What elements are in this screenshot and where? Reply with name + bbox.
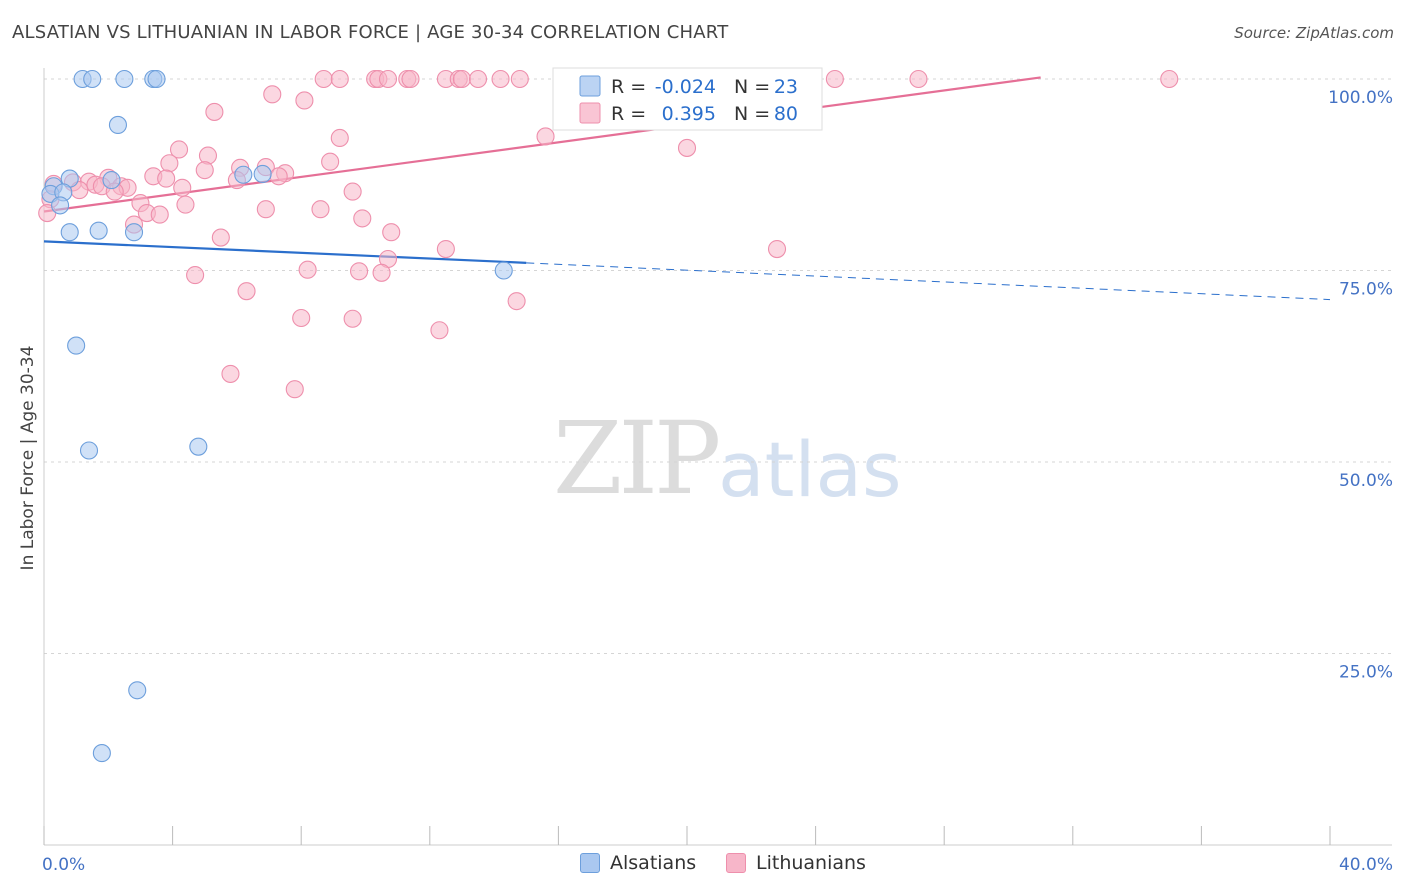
lithuanian-point-28 xyxy=(536,127,555,146)
alsatian-point-15 xyxy=(89,221,108,240)
legend-n-label-lithuanians: N = xyxy=(734,103,770,125)
bottom-legend-label-alsatians: Alsatians xyxy=(610,852,697,874)
lithuanian-point-23 xyxy=(1160,69,1179,89)
alsatian-point-22 xyxy=(92,744,111,763)
lithuanian-point-30 xyxy=(169,140,189,159)
lithuanian-point-24 xyxy=(263,85,282,104)
lithuanian-point-6 xyxy=(401,69,420,89)
lithuanian-point-69 xyxy=(298,260,317,279)
lithuanian-point-41 xyxy=(269,167,288,186)
lithuanian-point-25 xyxy=(295,91,314,110)
alsatian-point-20 xyxy=(189,437,208,456)
lithuanian-point-75 xyxy=(292,308,311,328)
legend-n-label-alsatians: N = xyxy=(734,76,770,98)
alsatian-trend-solid xyxy=(43,240,527,264)
lithuanian-point-35 xyxy=(321,152,340,171)
lithuanian-point-71 xyxy=(372,263,391,282)
lithuanian-point-51 xyxy=(343,182,362,201)
bottom-legend-swatch-lithuanians xyxy=(726,853,746,873)
lithuanian-point-1 xyxy=(330,69,349,89)
alsatian-point-21 xyxy=(128,681,147,700)
watermark-atlas: atlas xyxy=(718,425,902,514)
alsatian-point-19 xyxy=(79,441,99,460)
lithuanian-point-12 xyxy=(510,69,529,89)
alsatian-point-2 xyxy=(115,69,134,89)
lithuanian-point-74 xyxy=(507,292,526,311)
lithuanian-point-55 xyxy=(176,195,195,214)
y-tick-label-3: 100.0% xyxy=(1328,88,1393,108)
legend-n-value-lithuanians: 80 xyxy=(774,103,798,125)
lithuanian-point-50 xyxy=(173,178,192,197)
legend-swatch-lithuanians xyxy=(579,102,601,124)
lithuanian-point-73 xyxy=(237,282,256,301)
lithuanian-point-57 xyxy=(256,200,275,219)
alsatian-point-11 xyxy=(234,165,253,184)
lithuanian-point-72 xyxy=(186,266,205,285)
lithuanian-point-66 xyxy=(436,240,455,259)
chart-title: ALSATIAN VS LITHUANIAN IN LABOR FORCE | … xyxy=(12,22,729,43)
alsatian-point-1 xyxy=(83,69,102,89)
lithuanian-point-64 xyxy=(382,223,401,242)
alsatian-point-4 xyxy=(147,69,166,89)
lithuanian-point-27 xyxy=(330,128,349,148)
lithuanian-point-79 xyxy=(285,380,304,399)
lithuanian-point-61 xyxy=(353,209,372,228)
lithuanian-point-36 xyxy=(195,161,214,180)
lithuanian-point-10 xyxy=(468,69,488,89)
lithuanian-point-58 xyxy=(311,200,330,219)
lithuanian-point-4 xyxy=(378,69,398,89)
bottom-legend-lithuanians: Lithuanians xyxy=(726,852,866,874)
y-tick-label-0: 25.0% xyxy=(1339,663,1393,683)
lithuanian-point-9 xyxy=(452,69,472,89)
legend-r-value-lithuanians: 0.395 xyxy=(662,103,716,125)
x-tick-label-1: 40.0% xyxy=(1339,855,1393,875)
legend-swatch-alsatians xyxy=(579,75,601,97)
lithuanian-point-65 xyxy=(211,228,230,247)
lithuanian-point-32 xyxy=(160,154,179,173)
lithuanian-point-76 xyxy=(343,309,362,328)
bottom-legend: Alsatians Lithuanians xyxy=(0,852,1406,878)
lithuanian-point-78 xyxy=(221,364,240,383)
lithuanian-point-77 xyxy=(430,321,449,340)
lithuanian-point-39 xyxy=(157,169,176,188)
y-tick-label-1: 50.0% xyxy=(1339,471,1393,491)
alsatian-point-17 xyxy=(494,261,513,280)
alsatian-point-16 xyxy=(124,223,144,242)
alsatian-trend-dashed xyxy=(526,262,1331,301)
alsatian-point-10 xyxy=(102,171,121,190)
lithuanian-point-26 xyxy=(205,102,224,121)
lithuanian-point-21 xyxy=(825,69,844,89)
alsatian-point-13 xyxy=(51,196,70,215)
alsatian-point-5 xyxy=(108,115,127,135)
bottom-legend-label-lithuanians: Lithuanians xyxy=(756,852,866,874)
alsatian-point-18 xyxy=(67,336,86,355)
lithuanian-point-11 xyxy=(491,69,510,89)
data-points xyxy=(38,69,1179,763)
legend-box: R = -0.024 N = 23 R = 0.395 N = 80 xyxy=(552,67,823,131)
alsatian-point-12 xyxy=(253,164,272,184)
legend-r-label-lithuanians: R = xyxy=(611,103,646,125)
alsatian-point-14 xyxy=(60,223,79,242)
lithuanian-point-70 xyxy=(350,262,369,281)
source-label: Source: ZipAtlas.com xyxy=(1234,24,1394,42)
y-tick-label-2: 75.0% xyxy=(1339,280,1393,300)
x-tick-label-0: 0.0% xyxy=(42,855,85,875)
legend-r-label-alsatians: R = xyxy=(611,76,646,98)
legend-n-value-alsatians: 23 xyxy=(774,76,798,98)
lithuanian-point-0 xyxy=(314,69,333,89)
watermark-zip: ZIP xyxy=(553,400,721,517)
lithuanian-point-29 xyxy=(677,138,697,157)
lithuanian-point-67 xyxy=(767,240,787,259)
bottom-legend-swatch-alsatians xyxy=(580,853,600,873)
lithuanian-point-22 xyxy=(909,69,928,89)
legend-r-value-alsatians: -0.024 xyxy=(655,76,716,98)
lithuanian-point-60 xyxy=(150,205,169,224)
bottom-legend-alsatians: Alsatians xyxy=(580,852,696,874)
tick-labels: 25.0% 50.0% 75.0% 100.0% 0.0% 40.0% xyxy=(42,88,1393,875)
